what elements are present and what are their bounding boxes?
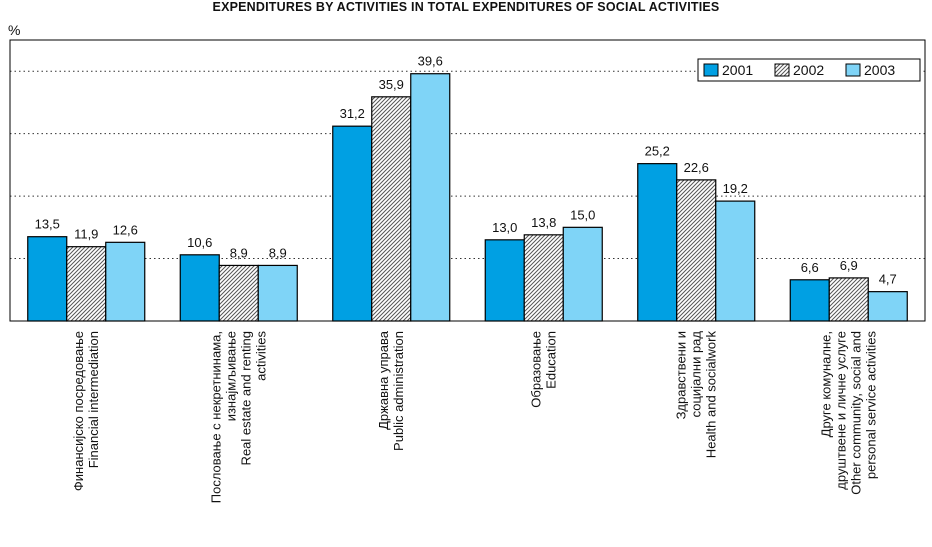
category-label: Образовање [528,331,543,408]
bar-2001 [332,125,373,322]
value-label: 4,7 [879,272,897,287]
category-label: Education [543,331,558,389]
bar-2001 [789,279,830,322]
value-labels-group: 13,5 11,9 12,6 10,6 8,9 8,9 31,2 35,9 39,6 13,0 13… [35,54,897,287]
bar-2001 [637,163,678,322]
plot-border [9,39,926,322]
legend-swatch-2001 [703,63,719,77]
category-label: Пословање с некретнинама, [208,331,223,503]
category-labels-group: Финансијско посредовање Financial interme… [71,330,879,503]
value-label: 13,5 [35,217,60,232]
value-label: 6,6 [801,260,819,275]
legend: 2001 2002 2003 [697,58,921,82]
legend-swatch-2003 [845,63,861,77]
bar-2002 [676,179,717,322]
value-label: 22,6 [684,160,709,175]
bar-2002 [523,234,564,322]
legend-label: 2002 [793,62,824,78]
bar-2002 [371,96,412,322]
chart-title: EXPENDITURES BY ACTIVITIES IN TOTAL EXPE… [212,0,720,14]
legend-label: 2001 [722,62,753,78]
category-label: друштвене и личне услуге [833,331,848,490]
bar-2003 [562,226,603,322]
value-label: 13,8 [531,215,556,230]
bar-2001 [179,254,220,322]
value-label: 19,2 [723,181,748,196]
value-label: 8,9 [269,245,287,260]
value-label: 15,0 [570,207,595,222]
bar-2002 [66,246,107,322]
value-label: 6,9 [840,258,858,273]
bar-2002 [828,277,869,322]
bar-2001 [484,239,525,322]
value-label: 39,6 [418,54,443,69]
category-label: Other community, social and [848,331,863,495]
category-label: изнајмљивање [223,331,238,421]
bars-group [27,73,908,322]
bar-2003 [105,241,146,322]
category-label: Здравствени и [673,331,688,419]
bar-2003 [867,291,908,322]
category-label: personal service activities [863,331,878,480]
category-label: социјални рад [688,331,703,418]
category-label: Financial intermediation [86,331,101,468]
category-label: Health and socialwork [703,331,718,459]
plot-area [9,39,926,322]
legend-swatch-2002 [774,63,790,77]
value-label: 12,6 [113,222,138,237]
value-label: 11,9 [74,227,98,242]
value-label: 8,9 [230,245,248,260]
bar-2003 [257,264,298,322]
category-label: Real estate and renting [238,331,253,465]
legend-box [697,58,921,82]
y-unit-label: % [8,22,21,38]
value-label: 31,2 [340,106,365,121]
category-label: Друге комуналне, [818,331,833,437]
bar-2001 [27,236,68,322]
bar-2003 [410,73,451,322]
category-label: Државна управа [376,330,391,430]
value-label: 10,6 [187,235,212,250]
category-label: Финансијско посредовање [71,331,86,491]
category-label: activities [253,331,268,381]
value-label: 25,2 [645,144,670,159]
value-label: 35,9 [379,77,404,92]
legend-label: 2003 [864,62,895,78]
bar-2003 [715,200,756,322]
bar-2002 [218,264,259,322]
value-label: 13,0 [492,220,517,235]
category-label: Public administration [391,331,406,451]
